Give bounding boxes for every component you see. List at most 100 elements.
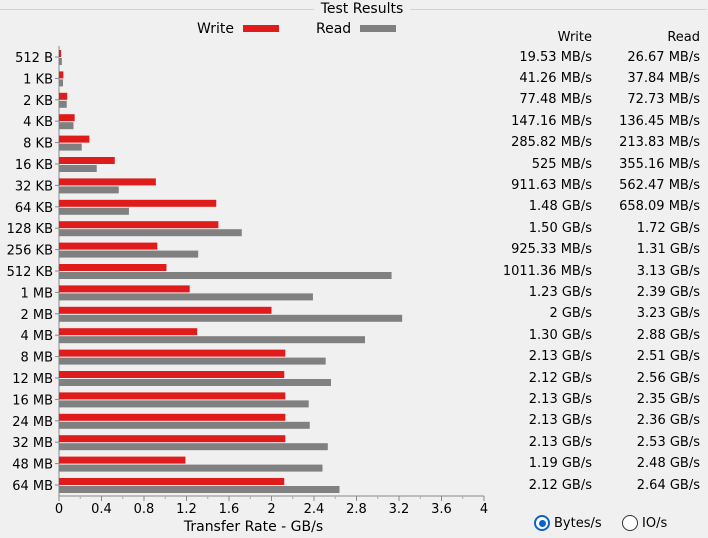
write-bar [59, 50, 62, 57]
write-value: 1.50 GB/s [528, 220, 592, 236]
write-bar [59, 306, 272, 314]
category-label: 4 MB [20, 329, 53, 344]
x-tick-label: 2.8 [346, 502, 367, 517]
unit-option-bytes[interactable]: Bytes/s [534, 514, 602, 532]
read-value: 2.56 GB/s [636, 370, 700, 386]
category-label: 2 KB [23, 94, 53, 109]
read-value: 136.45 MB/s [619, 113, 700, 129]
x-tick-label: 2.4 [304, 502, 325, 517]
write-value: 2.12 GB/s [528, 477, 592, 493]
category-label: 256 KB [7, 244, 53, 259]
legend-write-label: Write [197, 21, 234, 37]
x-tick-label: 4 [480, 502, 488, 517]
read-value: 213.83 MB/s [619, 135, 700, 151]
write-bar [59, 392, 286, 400]
read-value: 3.23 GB/s [636, 306, 700, 322]
write-value: 77.48 MB/s [519, 92, 592, 108]
category-label: 512 KB [7, 265, 53, 280]
x-tick-label: 2 [267, 502, 275, 517]
read-bar [59, 143, 82, 151]
write-bar [59, 371, 285, 378]
write-value: 2.13 GB/s [528, 434, 592, 450]
category-label: 64 MB [12, 479, 53, 494]
category-label: 2 MB [20, 308, 53, 323]
x-tick-label: 3.6 [431, 502, 452, 517]
category-label: 24 MB [12, 415, 53, 430]
read-bar [59, 250, 199, 258]
read-bar [59, 443, 328, 451]
write-value: 285.82 MB/s [511, 135, 592, 151]
read-bar [59, 293, 313, 301]
category-label: 8 MB [20, 351, 53, 366]
read-bar [59, 165, 97, 172]
read-bar [59, 314, 403, 322]
read-value: 2.88 GB/s [636, 327, 700, 343]
read-value: 1.72 GB/s [636, 220, 700, 236]
x-axis-label: Transfer Rate - GB/s [183, 519, 323, 535]
legend-write-swatch [243, 25, 279, 32]
write-value: 2.13 GB/s [528, 391, 592, 407]
read-bar [59, 272, 392, 279]
read-value: 2.39 GB/s [636, 284, 700, 300]
write-column-header: Write [557, 30, 592, 45]
category-label: 64 KB [15, 201, 53, 216]
read-value: 2.64 GB/s [636, 477, 700, 493]
category-label: 512 B [15, 51, 53, 66]
write-value: 2.13 GB/s [528, 349, 592, 365]
category-label: 16 MB [12, 393, 53, 408]
write-bar [59, 456, 186, 464]
write-bar [59, 285, 190, 293]
io-radio-label: IO/s [642, 515, 668, 531]
write-bar [59, 157, 115, 164]
read-value: 2.35 GB/s [636, 391, 700, 407]
read-value: 2.36 GB/s [636, 413, 700, 429]
read-value: 26.67 MB/s [627, 49, 700, 65]
io-radio[interactable] [622, 515, 638, 531]
write-bar [59, 349, 286, 357]
write-value: 2 GB/s [549, 306, 592, 322]
category-label: 48 MB [12, 458, 53, 473]
write-value: 925.33 MB/s [511, 242, 592, 258]
write-bar [59, 178, 156, 186]
read-value: 355.16 MB/s [619, 156, 700, 172]
read-bar [59, 421, 310, 429]
page-title: Test Results [314, 1, 410, 17]
category-label: 16 KB [15, 158, 53, 173]
read-bar [59, 79, 64, 87]
write-value: 41.26 MB/s [519, 70, 592, 86]
x-tick-label: 0 [55, 502, 63, 517]
write-bar [59, 71, 64, 79]
unit-option-io[interactable]: IO/s [622, 514, 667, 532]
category-label: 4 KB [23, 115, 53, 130]
bytes-radio-label: Bytes/s [554, 515, 602, 531]
write-value: 1.48 GB/s [528, 199, 592, 215]
write-value: 1.30 GB/s [528, 327, 592, 343]
write-value: 911.63 MB/s [511, 177, 592, 193]
read-bar [59, 336, 365, 344]
read-value: 37.84 MB/s [627, 70, 700, 86]
write-bar [59, 328, 198, 336]
read-value: 1.31 GB/s [636, 242, 700, 258]
read-bar [59, 122, 74, 130]
x-tick-label: 3.2 [389, 502, 410, 517]
read-bar [59, 207, 129, 215]
category-label: 1 KB [23, 72, 53, 87]
write-value: 1.19 GB/s [528, 456, 592, 472]
write-bar [59, 199, 217, 207]
write-bar [59, 135, 90, 143]
read-value: 3.13 GB/s [636, 263, 700, 279]
read-value: 658.09 MB/s [619, 199, 700, 215]
write-value: 525 MB/s [531, 156, 592, 172]
write-bar [59, 242, 158, 250]
read-bar [59, 400, 309, 408]
category-label: 1 MB [20, 286, 53, 301]
legend-read-swatch [360, 25, 396, 32]
read-bar [59, 186, 119, 194]
read-column-header: Read [667, 30, 700, 45]
write-bar [59, 478, 285, 485]
write-value: 19.53 MB/s [519, 49, 592, 65]
read-bar [59, 357, 326, 365]
bytes-radio[interactable] [534, 515, 550, 531]
write-bar [59, 221, 219, 229]
legend-read-label: Read [316, 21, 352, 37]
